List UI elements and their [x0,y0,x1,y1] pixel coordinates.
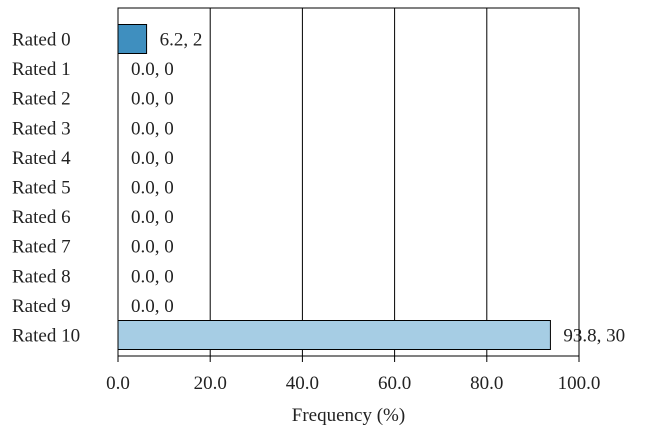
value-label: 6.2, 2 [160,30,203,51]
x-tick-label: 40.0 [286,373,319,394]
x-tick-label: 80.0 [470,373,503,394]
category-label: Rated 2 [12,89,71,110]
value-label: 0.0, 0 [131,118,174,139]
category-label: Rated 10 [12,326,80,347]
bar [117,24,148,54]
x-tick-label: 20.0 [194,373,227,394]
bars [117,24,551,350]
category-label: Rated 0 [12,30,71,51]
value-label: 0.0, 0 [131,59,174,80]
value-label: 0.0, 0 [131,178,174,199]
value-label: 0.0, 0 [131,148,174,169]
category-label: Rated 3 [12,118,71,139]
value-label: 0.0, 0 [131,266,174,287]
category-labels: Rated 0 Rated 1 Rated 2 Rated 3 Rated 4 Rated… [12,30,80,347]
x-tick-label: 0.0 [106,373,130,394]
category-label: Rated 1 [12,59,71,80]
value-label: 93.8, 30 [563,326,625,347]
value-label: 0.0, 0 [131,237,174,258]
category-label: Rated 8 [12,266,71,287]
x-axis-title: Frequency (%) [292,405,405,426]
bar [117,320,551,350]
category-label: Rated 9 [12,296,71,317]
x-tick-label: 100.0 [558,373,601,394]
value-label: 0.0, 0 [131,89,174,110]
category-label: Rated 6 [12,207,71,228]
category-label: Rated 4 [12,148,71,169]
category-label: Rated 7 [12,237,71,258]
plot-frame [117,7,580,357]
grid-lines [209,8,488,356]
value-label: 0.0, 0 [131,207,174,228]
value-labels: 6.2, 2 0.0, 0 0.0, 0 0.0, 0 0.0, 0 0.0, 0 0.0,… [131,30,625,347]
x-axis-ticks: 0.0 20.0 40.0 60.0 80.0 100.0 [106,356,600,394]
x-tick-label: 60.0 [378,373,411,394]
value-label: 0.0, 0 [131,296,174,317]
category-label: Rated 5 [12,178,71,199]
